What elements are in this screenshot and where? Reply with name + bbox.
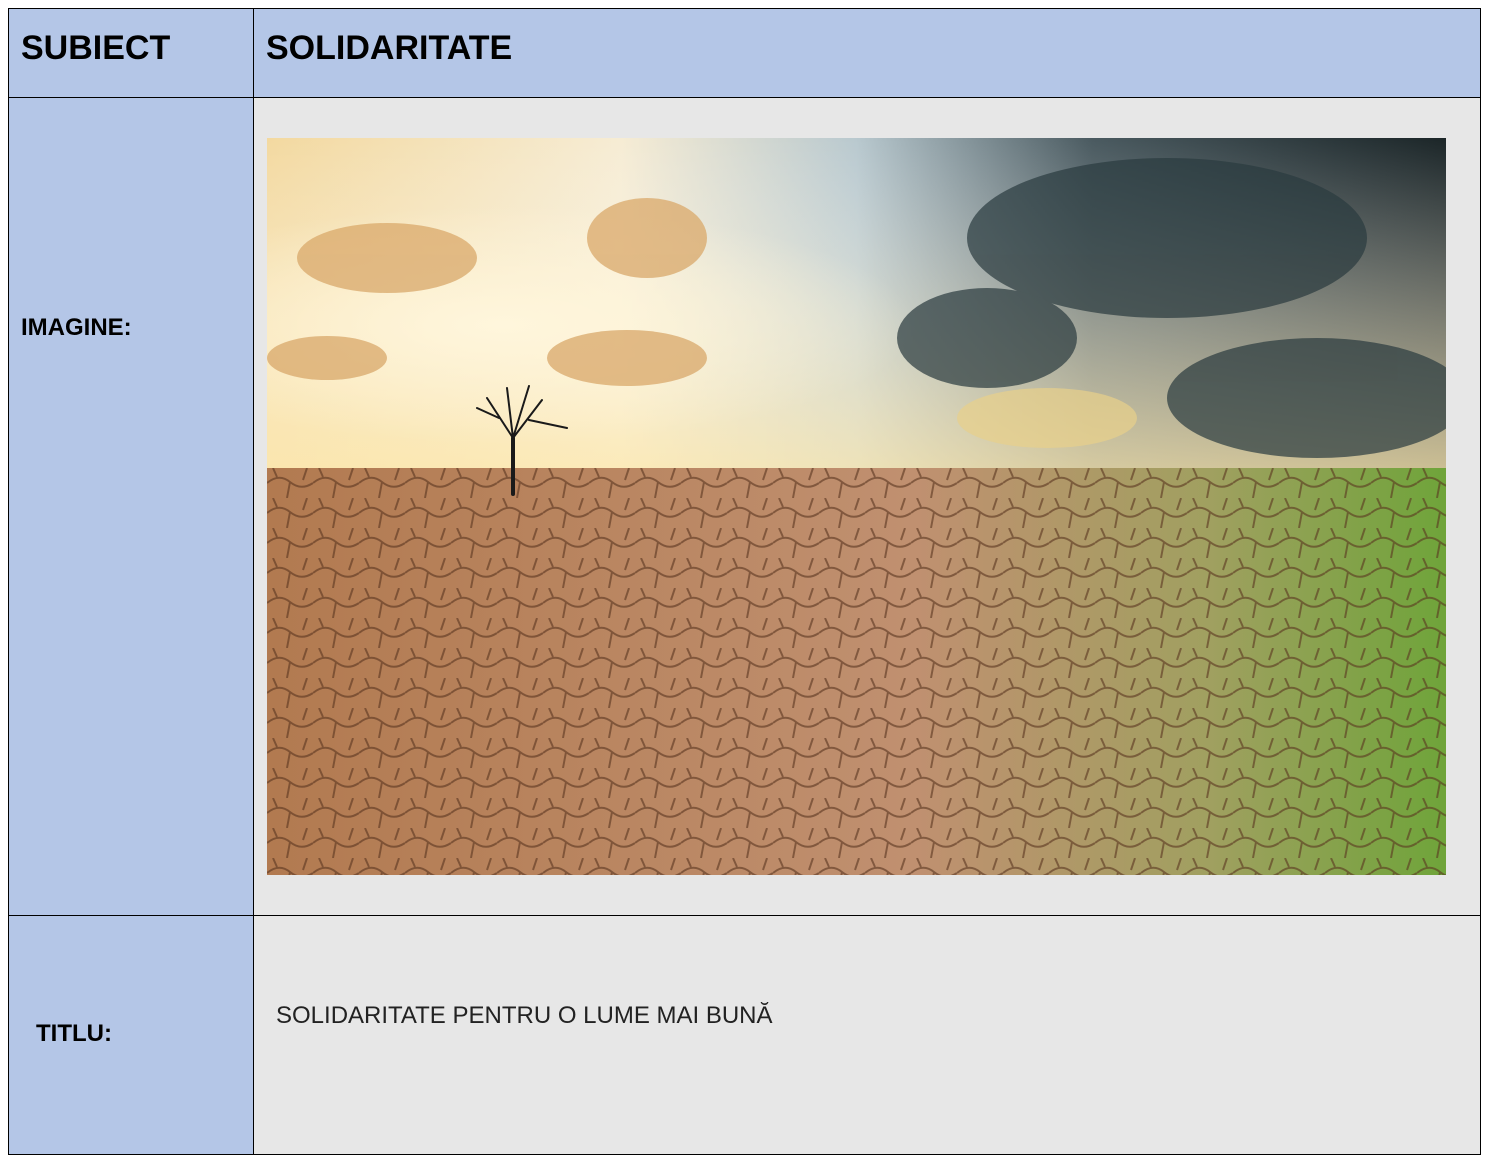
title-cell: SOLIDARITATE PENTRU O LUME MAI BUNĂ [253,915,1481,1155]
row-label: TITLU: [36,1020,112,1047]
header-cell: SOLIDARITATE [253,8,1481,98]
header-label: SUBIECT [21,28,171,67]
header-cell: SUBIECT [8,8,254,98]
row-label: IMAGINE: [21,314,132,341]
landscape-image [267,138,1446,875]
header-subject: SOLIDARITATE [266,28,513,67]
label-cell: IMAGINE: [8,97,254,916]
title-text: SOLIDARITATE PENTRU O LUME MAI BUNĂ [276,1002,773,1029]
label-cell: TITLU: [8,915,254,1155]
